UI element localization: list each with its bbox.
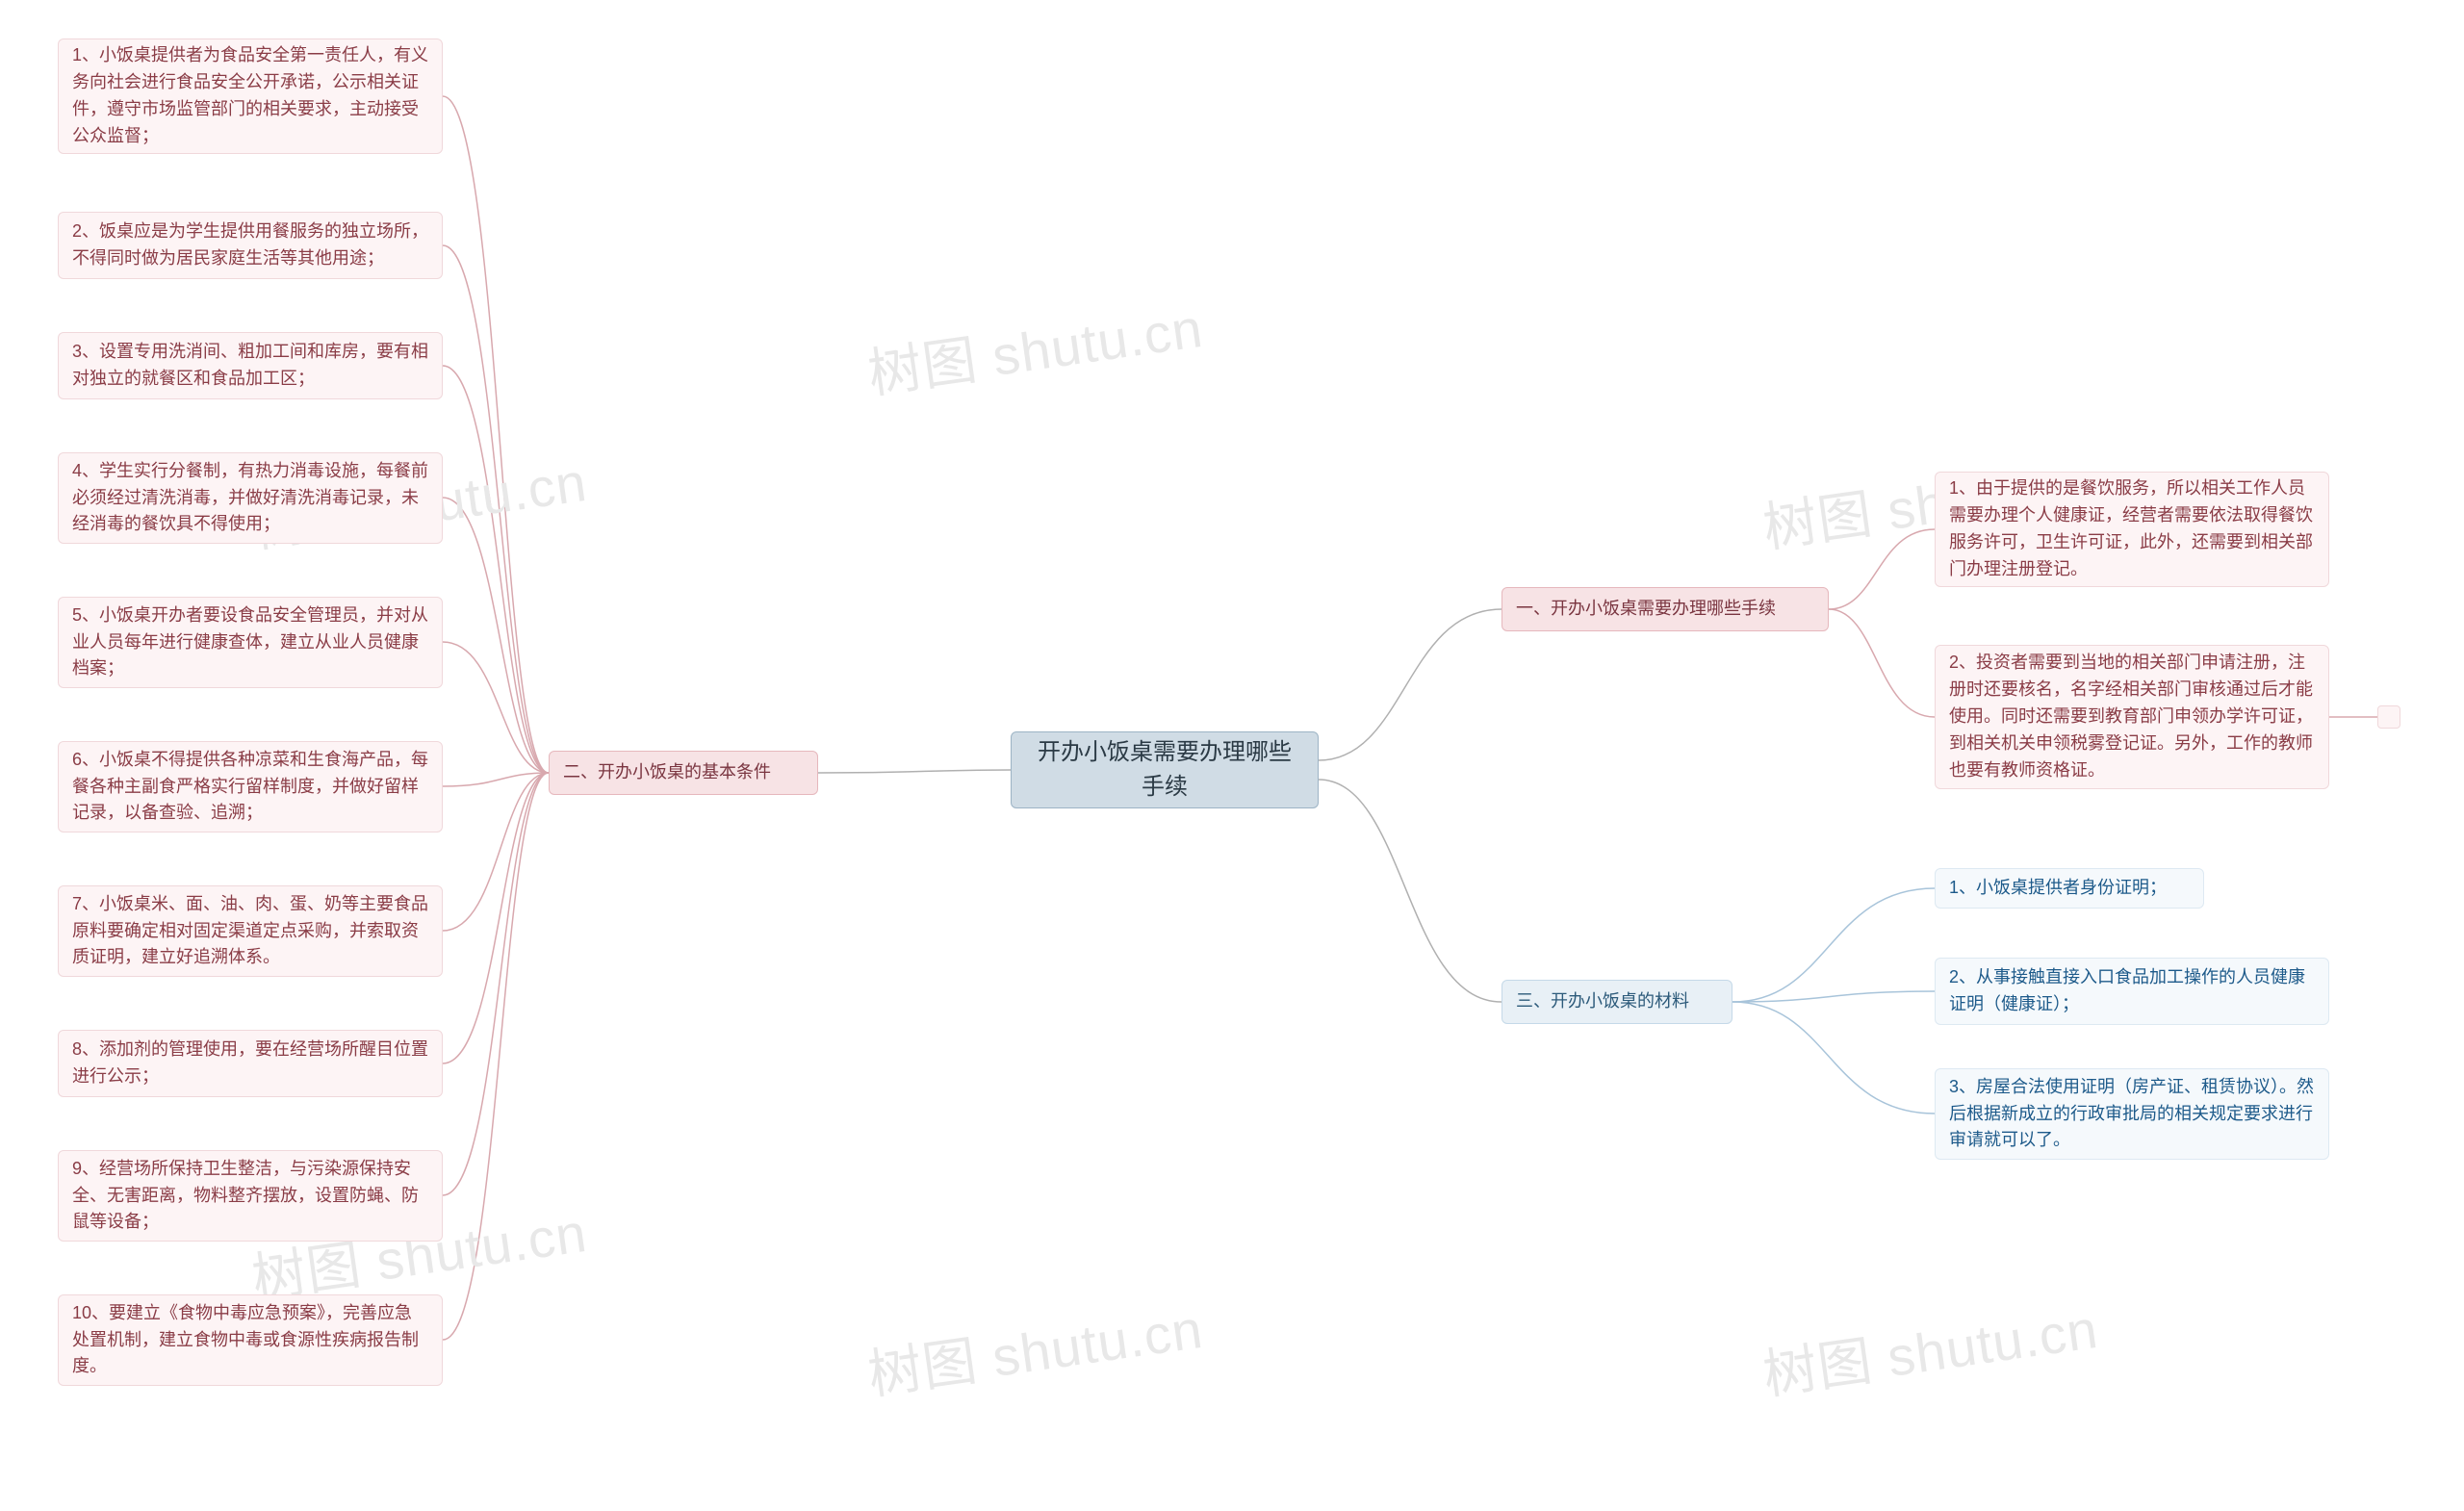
branch-3-leaf-2: 2、从事接触直接入口食品加工操作的人员健康证明（健康证）； xyxy=(1935,958,2329,1025)
branch-2-leaf-1: 1、小饭桌提供者为食品安全第一责任人，有义务向社会进行食品安全公开承诺，公示相关… xyxy=(58,38,443,154)
branch-3-leaf-3: 3、房屋合法使用证明（房产证、租赁协议）。然后根据新成立的行政审批局的相关规定要… xyxy=(1935,1068,2329,1160)
branch-1-leaf-2: 2、投资者需要到当地的相关部门申请注册，注册时还要核名，名字经相关部门审核通过后… xyxy=(1935,645,2329,789)
branch-2: 二、开办小饭桌的基本条件 xyxy=(549,751,818,795)
trailer-box xyxy=(2377,705,2400,729)
center-node: 开办小饭桌需要办理哪些 手续 xyxy=(1011,731,1319,808)
branch-2-leaf-6: 6、小饭桌不得提供各种凉菜和生食海产品，每餐各种主副食严格实行留样制度，并做好留… xyxy=(58,741,443,832)
branch-3: 三、开办小饭桌的材料 xyxy=(1502,980,1732,1024)
watermark: 树图 shutu.cn xyxy=(862,285,1207,409)
branch-2-leaf-5: 5、小饭桌开办者要设食品安全管理员，并对从业人员每年进行健康查体，建立从业人员健… xyxy=(58,597,443,688)
branch-2-leaf-8: 8、添加剂的管理使用，要在经营场所醒目位置进行公示； xyxy=(58,1030,443,1097)
branch-2-leaf-2: 2、饭桌应是为学生提供用餐服务的独立场所，不得同时做为居民家庭生活等其他用途； xyxy=(58,212,443,279)
branch-2-leaf-9: 9、经营场所保持卫生整洁，与污染源保持安全、无害距离，物料整齐摆放，设置防蝇、防… xyxy=(58,1150,443,1242)
watermark: 树图 shutu.cn xyxy=(1758,1286,2102,1410)
branch-3-leaf-1: 1、小饭桌提供者身份证明； xyxy=(1935,868,2204,909)
branch-2-leaf-3: 3、设置专用洗消间、粗加工间和库房，要有相对独立的就餐区和食品加工区； xyxy=(58,332,443,399)
branch-2-leaf-7: 7、小饭桌米、面、油、肉、蛋、奶等主要食品原料要确定相对固定渠道定点采购，并索取… xyxy=(58,885,443,977)
branch-2-leaf-10: 10、要建立《食物中毒应急预案》，完善应急处置机制，建立食物中毒或食源性疾病报告… xyxy=(58,1294,443,1386)
branch-1: 一、开办小饭桌需要办理哪些手续 xyxy=(1502,587,1829,631)
branch-1-leaf-1: 1、由于提供的是餐饮服务，所以相关工作人员需要办理个人健康证，经营者需要依法取得… xyxy=(1935,472,2329,587)
branch-2-leaf-4: 4、学生实行分餐制，有热力消毒设施，每餐前必须经过清洗消毒，并做好清洗消毒记录，… xyxy=(58,452,443,544)
watermark: 树图 shutu.cn xyxy=(862,1286,1207,1410)
